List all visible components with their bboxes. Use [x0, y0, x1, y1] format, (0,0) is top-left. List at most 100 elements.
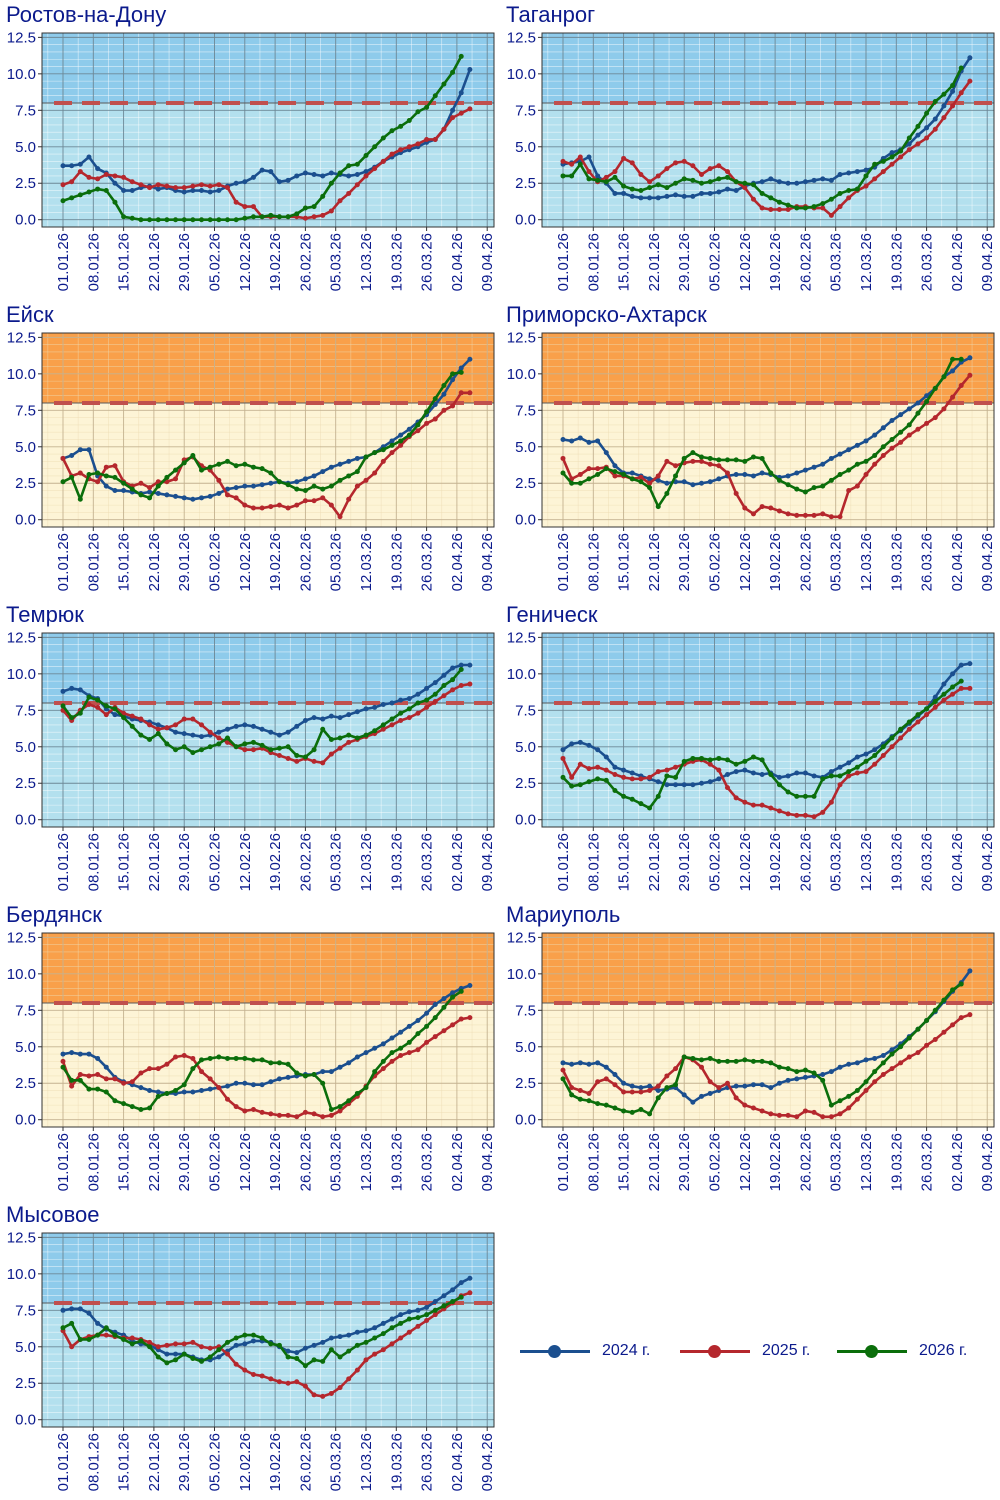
data-point	[915, 123, 921, 129]
data-point	[69, 163, 75, 169]
x-tick-label: 05.02.26	[707, 533, 724, 591]
x-tick-label: 15.01.26	[116, 833, 133, 891]
data-point	[268, 504, 274, 510]
data-point	[621, 1080, 627, 1086]
legend: 2024 г. 2025 г. 2026 г.	[520, 1335, 990, 1369]
data-point	[406, 1050, 412, 1056]
data-point	[820, 1077, 826, 1083]
data-point	[389, 1316, 395, 1322]
data-point	[467, 681, 473, 687]
data-point	[276, 1342, 282, 1348]
data-point	[690, 755, 696, 761]
x-tick-label: 05.02.26	[207, 533, 224, 591]
data-point	[629, 160, 635, 166]
data-point	[664, 490, 670, 496]
x-tick-label: 26.03.26	[919, 533, 936, 591]
data-point	[750, 1082, 756, 1088]
data-point	[863, 769, 869, 775]
data-point	[276, 745, 282, 751]
data-point	[794, 180, 800, 186]
data-point	[372, 470, 378, 476]
data-point	[60, 182, 66, 188]
data-point	[181, 217, 187, 223]
data-point	[664, 767, 670, 773]
data-point	[250, 1106, 256, 1112]
data-point	[415, 710, 421, 716]
data-point	[242, 741, 248, 747]
data-point	[595, 747, 601, 753]
data-point	[354, 483, 360, 489]
data-point	[932, 116, 938, 122]
data-point	[690, 177, 696, 183]
x-tick-label: 22.01.26	[646, 233, 663, 291]
data-point	[398, 1335, 404, 1341]
data-point	[450, 677, 456, 683]
data-point	[294, 1379, 300, 1385]
data-point	[811, 177, 817, 183]
data-point	[268, 212, 274, 218]
series-2026	[60, 53, 464, 223]
y-tick-label: 12.5	[7, 929, 36, 946]
data-point	[950, 103, 956, 109]
data-point	[820, 1114, 826, 1120]
x-tick-label: 12.03.26	[858, 1133, 875, 1191]
data-point	[733, 471, 739, 477]
data-point	[950, 671, 956, 677]
x-tick-label: 29.01.26	[176, 1433, 193, 1491]
data-point	[363, 732, 369, 738]
data-point	[811, 1070, 817, 1076]
data-point	[733, 179, 739, 185]
panel-title: Ростов-на-Дону	[6, 2, 167, 27]
series-2024	[60, 66, 473, 195]
data-point	[603, 754, 609, 760]
data-point	[629, 776, 635, 782]
data-point	[389, 151, 395, 157]
data-point	[112, 1332, 118, 1338]
data-point	[967, 55, 973, 61]
data-point	[941, 91, 947, 97]
data-point	[820, 201, 826, 207]
data-point	[77, 687, 83, 693]
data-point	[121, 710, 127, 716]
y-tick-label: 5.0	[15, 139, 36, 156]
data-point	[776, 782, 782, 788]
data-point	[716, 189, 722, 195]
data-point	[259, 167, 265, 173]
data-point	[173, 1341, 179, 1347]
data-point	[846, 488, 852, 494]
data-point	[785, 473, 791, 479]
y-tick-label: 0.0	[15, 212, 36, 229]
data-point	[441, 1303, 447, 1309]
data-point	[354, 1054, 360, 1060]
data-point	[147, 1339, 153, 1345]
data-point	[586, 1090, 592, 1096]
data-point	[320, 486, 326, 492]
data-point	[77, 470, 83, 476]
data-point	[242, 502, 248, 508]
data-point	[699, 755, 705, 761]
data-point	[794, 1114, 800, 1120]
data-point	[190, 750, 196, 756]
data-point	[112, 199, 118, 205]
data-point	[432, 1312, 438, 1318]
data-point	[155, 483, 161, 489]
x-tick-label: 01.01.26	[55, 833, 72, 891]
data-point	[655, 793, 661, 799]
data-point	[872, 747, 878, 753]
data-point	[346, 712, 352, 718]
data-point	[424, 1312, 430, 1318]
x-tick-label: 09.04.26	[979, 1133, 996, 1191]
data-point	[958, 981, 964, 987]
data-point	[380, 447, 386, 453]
data-point	[294, 758, 300, 764]
data-point	[432, 1034, 438, 1040]
x-tick-label: 29.01.26	[176, 533, 193, 591]
data-point	[181, 460, 187, 466]
data-point	[655, 473, 661, 479]
data-point	[69, 474, 75, 480]
data-point	[820, 511, 826, 517]
data-point	[958, 383, 964, 389]
data-point	[224, 726, 230, 732]
series-2025	[60, 681, 473, 766]
data-point	[190, 732, 196, 738]
